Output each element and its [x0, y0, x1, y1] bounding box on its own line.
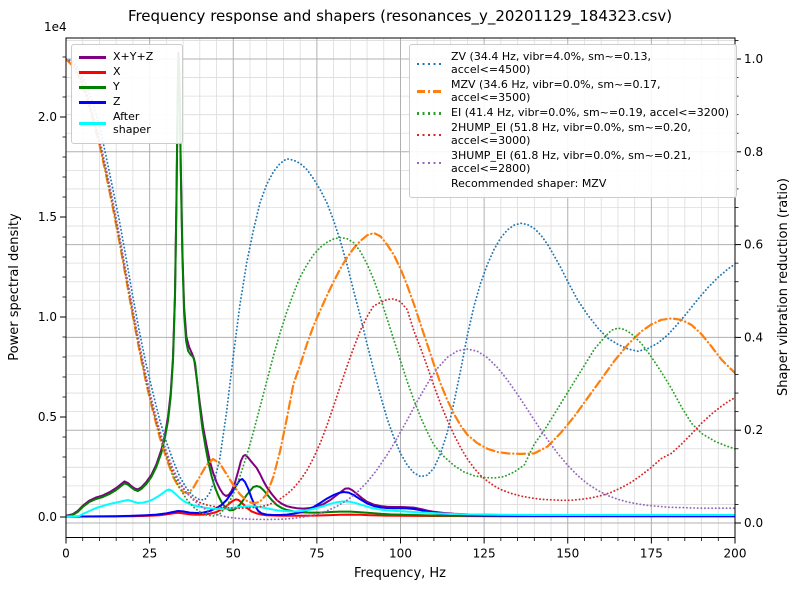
x-tick-label: 175 — [640, 547, 663, 561]
ticks — [60, 40, 741, 544]
chart-title: Frequency response and shapers (resonanc… — [127, 7, 673, 25]
right-tick-label: 0.0 — [744, 516, 763, 530]
x-tick-label: 100 — [389, 547, 412, 561]
left-tick-label: 1.0 — [38, 310, 57, 324]
x-tick-label: 125 — [473, 547, 496, 561]
legend-psd-row: Z — [79, 94, 175, 109]
legend-psd-label: X+Y+Z — [113, 50, 154, 63]
legend-shaper-label: 3HUMP_EI (61.8 Hz, vibr=0.0%, sm~=0.21, … — [451, 148, 692, 175]
curve-ei — [66, 58, 735, 517]
legend-sample-y-line-icon — [79, 85, 106, 89]
legend-psd-row: Y — [79, 79, 175, 94]
curve-z — [66, 478, 735, 518]
legend-shaper-label: MZV (34.6 Hz, vibr=0.0%, sm~=0.17, accel… — [451, 77, 661, 104]
x-tick-label: 25 — [142, 547, 157, 561]
legend-psd-row: After shaper — [79, 109, 175, 137]
legend-psd-row: X — [79, 64, 175, 79]
legend-shaper-row: 3HUMP_EI (61.8 Hz, vibr=0.0%, sm~=0.21, … — [417, 148, 729, 176]
legend-shaper-label: ZV (34.4 Hz, vibr=4.0%, sm~=0.13, accel<… — [451, 50, 651, 76]
left-y-axis-label: Power spectral density — [7, 213, 22, 361]
legend-shaper-row: Recommended shaper: MZV — [417, 176, 729, 191]
legend-spacer — [417, 183, 444, 186]
legend-shaper-row: MZV (34.6 Hz, vibr=0.0%, sm~=0.17, accel… — [417, 77, 729, 105]
legend-sample-z-line-icon — [79, 100, 106, 104]
axis-offset-label: 1e4 — [44, 20, 67, 34]
x-tick-label: 150 — [556, 547, 579, 561]
right-tick-label: 1.0 — [744, 52, 763, 66]
x-tick-label: 75 — [309, 547, 324, 561]
x-axis-label: Frequency, Hz — [353, 566, 447, 581]
legend-psd-label: Y — [113, 79, 120, 93]
curve-3hump-ei — [66, 58, 735, 521]
right-tick-label: 0.2 — [744, 423, 763, 437]
legend-shaper-label: 2HUMP_EI (51.8 Hz, vibr=0.0%, sm~=0.20, … — [451, 120, 692, 147]
curves — [66, 52, 735, 521]
legend-psd-label: After shaper — [113, 109, 151, 136]
legend-sample-hump3-line-icon — [417, 161, 444, 164]
legend-sample-hump2-line-icon — [417, 133, 444, 136]
x-tick-label: 50 — [226, 547, 241, 561]
curve-after-shaper — [66, 488, 735, 518]
legend-psd-row: X+Y+Z — [79, 50, 175, 64]
curve-zv — [66, 58, 735, 501]
left-tick-label: 0.5 — [38, 410, 57, 424]
legend-shapers: ZV (34.4 Hz, vibr=4.0%, sm~=0.13, accel<… — [409, 44, 737, 198]
legend-shaper-row: EI (41.4 Hz, vibr=0.0%, sm~=0.19, accel<… — [417, 105, 729, 120]
legend-sample-mzv-line-icon — [417, 90, 444, 94]
legend-shaper-row: 2HUMP_EI (51.8 Hz, vibr=0.0%, sm~=0.20, … — [417, 120, 729, 148]
left-tick-label: 1.5 — [38, 210, 57, 224]
curve-y — [66, 56, 735, 518]
legend-sample-after_shaper-line-icon — [79, 122, 106, 126]
legend-sample-xyz-line-icon — [79, 55, 106, 59]
right-y-axis-label: Shaper vibration reduction (ratio) — [776, 178, 791, 396]
left-tick-label: 2.0 — [38, 110, 57, 124]
right-tick-label: 0.4 — [744, 330, 763, 344]
curve-x — [66, 498, 735, 518]
legend-psd-label: Z — [113, 94, 121, 108]
right-tick-label: 0.6 — [744, 238, 763, 252]
legend-sample-zv-line-icon — [417, 62, 444, 66]
legend-shaper-label: Recommended shaper: MZV — [451, 176, 607, 190]
legend-sample-ei-line-icon — [417, 112, 444, 115]
curve-x-y-z — [66, 52, 735, 517]
legend-sample-x-line-icon — [79, 70, 106, 74]
x-tick-label: 0 — [62, 547, 70, 561]
right-tick-label: 0.8 — [744, 145, 763, 159]
x-tick-label: 200 — [724, 547, 747, 561]
legend-psd-label: X — [113, 64, 121, 78]
legend-shaper-label: EI (41.4 Hz, vibr=0.0%, sm~=0.19, accel<… — [451, 105, 729, 119]
legend-psd: X+Y+Z X Y Z After shaper — [71, 44, 183, 144]
legend-shaper-row: ZV (34.4 Hz, vibr=4.0%, sm~=0.13, accel<… — [417, 50, 729, 77]
left-tick-label: 0.0 — [38, 510, 57, 524]
